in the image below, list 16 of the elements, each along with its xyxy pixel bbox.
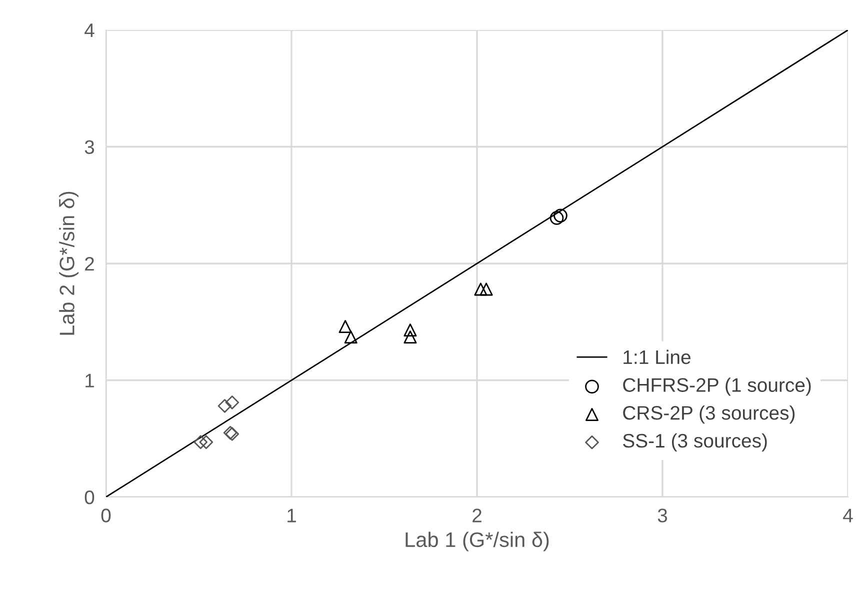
- x-tick-label: 1: [288, 508, 296, 522]
- x-tick-label: 0: [101, 508, 111, 522]
- x-tick-label: 4: [843, 508, 853, 522]
- legend-label: CRS-2P (3 sources): [623, 406, 795, 424]
- y-tick-label: 3: [84, 140, 94, 154]
- x-tick-label: 2: [472, 508, 482, 522]
- x-tick-label: 3: [658, 508, 668, 522]
- y-tick-label: 4: [84, 24, 94, 38]
- y-tick-label: 2: [85, 256, 94, 271]
- legend-label: SS-1 (3 sources): [623, 433, 767, 452]
- y-tick-label: 1: [86, 374, 94, 388]
- y-axis-title: Lab 2 (G*/sin δ): [59, 192, 79, 335]
- y-tick-label: 0: [84, 490, 94, 504]
- legend-label: 1:1 Line: [624, 350, 690, 364]
- x-axis-title: Lab 1 (G*/sin δ): [406, 532, 549, 552]
- legend-label: CHFRS-2P (1 source): [623, 378, 811, 396]
